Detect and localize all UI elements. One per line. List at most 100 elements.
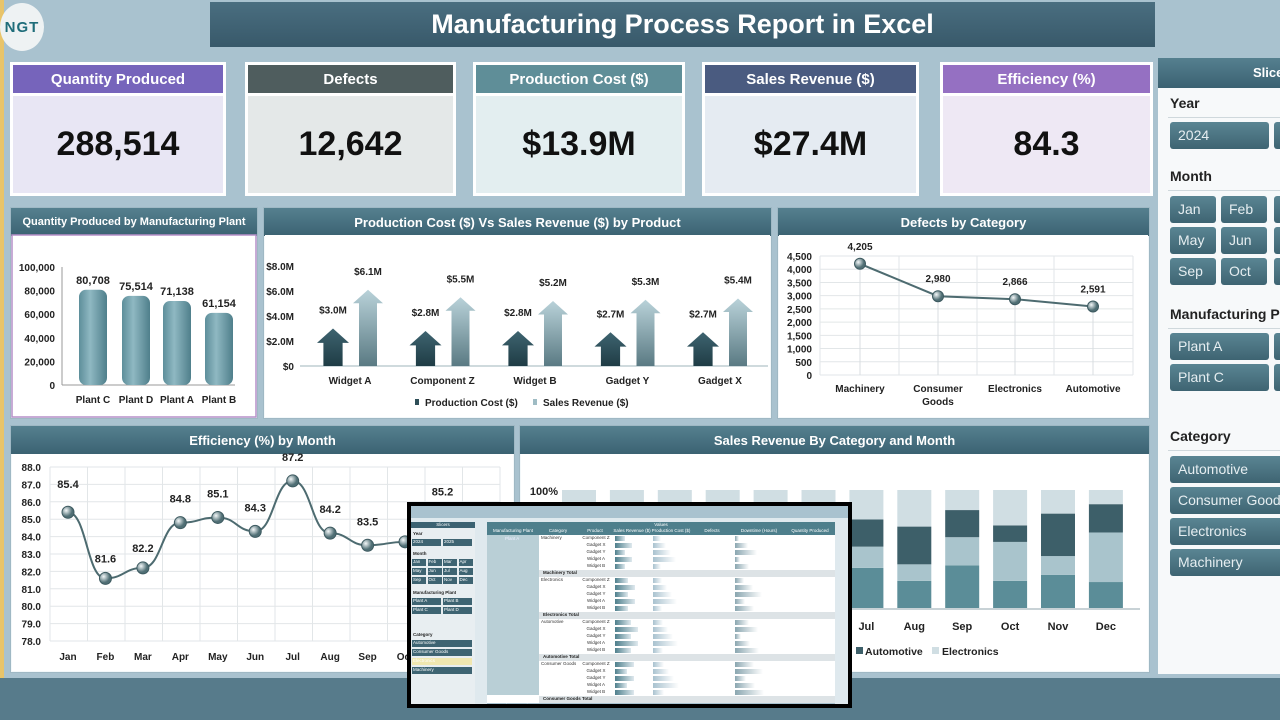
inset-slicer-button[interactable]: Nov [443, 577, 457, 584]
inset-slicer-button[interactable]: May [412, 568, 426, 575]
slicer-section-title: Month [1170, 168, 1212, 184]
data-label: 84.8 [170, 494, 191, 506]
slicer-button-clipped[interactable] [1274, 122, 1280, 149]
data-bar [653, 641, 678, 646]
y-tick-label: 78.0 [22, 637, 42, 648]
legend-swatch [932, 647, 939, 654]
data-bar [735, 599, 745, 604]
chart-title: Defects by Category [778, 208, 1149, 236]
kpi-label: Quantity Produced [13, 65, 223, 93]
divider [1168, 450, 1280, 451]
data-bar [735, 578, 744, 583]
pivot-subtotal-row: Machinery Total [539, 570, 835, 577]
slicer-button-clipped[interactable] [1274, 364, 1280, 391]
cost-arrow [594, 332, 627, 366]
y-tick-label: 86.0 [22, 498, 42, 509]
slicer-button-year[interactable]: 2024 [1170, 122, 1269, 149]
inset-slicer-button[interactable]: Automotive [412, 640, 472, 647]
inset-slicer-button[interactable]: Mar [443, 559, 457, 566]
slicer-button-clipped[interactable] [1274, 227, 1280, 254]
bar [205, 312, 233, 385]
inset-slicer-button[interactable]: Plant A [412, 598, 441, 605]
inset-slicer-button[interactable]: 2025 [443, 539, 472, 546]
data-label: 84.3 [245, 502, 266, 514]
inset-slicer-button[interactable]: 2024 [412, 539, 441, 546]
y-tick-label: 82.0 [22, 567, 42, 578]
pivot-product: Widget B [586, 605, 606, 610]
x-tick-label: Automotive [1066, 384, 1121, 395]
inset-slicer-button[interactable]: Plant C [412, 607, 441, 614]
bar [122, 295, 150, 385]
kpi-label: Sales Revenue ($) [705, 65, 916, 93]
pivot-product: Widget B [586, 689, 606, 694]
pivot-product: Gadget X [586, 584, 606, 589]
data-label: $5.5M [447, 274, 475, 285]
inset-slicer-title: Category [413, 632, 433, 637]
data-bar [615, 578, 628, 583]
data-label: $2.7M [689, 309, 717, 320]
inset-slicer-button[interactable]: Electronics [412, 658, 472, 665]
x-tick-label: Consumer [913, 384, 963, 395]
data-bar [735, 641, 750, 646]
data-bar [735, 690, 764, 695]
slicer-button-plant[interactable]: Plant C [1170, 364, 1269, 391]
y-tick-label: 3,500 [787, 278, 812, 289]
slicer-button-category[interactable]: Machinery [1170, 549, 1280, 576]
data-label: 4,205 [847, 242, 872, 253]
slicer-button-month[interactable]: Jun [1221, 227, 1267, 254]
slicer-button-plant[interactable]: Plant A [1170, 333, 1269, 360]
plot-area [779, 235, 1148, 417]
inset-slicer-button[interactable]: Machinery [412, 667, 472, 674]
slicer-button-category[interactable]: Automotive [1170, 456, 1280, 483]
inset-slicer-button[interactable]: Jan [412, 559, 426, 566]
data-bar [653, 564, 661, 569]
kpi-card: Production Cost ($) $13.9M [473, 62, 685, 196]
slicer-button-month[interactable]: Jan [1170, 196, 1216, 223]
slicer-button-category[interactable]: Electronics [1170, 518, 1280, 545]
inset-slicer-button[interactable]: Jun [427, 568, 442, 575]
cost-arrow [687, 332, 719, 366]
slicer-button-clipped[interactable] [1274, 258, 1280, 285]
slicer-button-clipped[interactable] [1274, 196, 1280, 223]
data-label: 85.1 [207, 488, 228, 500]
data-point [1087, 300, 1099, 313]
slicer-button-month[interactable]: Feb [1221, 196, 1267, 223]
slicer-button-month[interactable]: May [1170, 227, 1216, 254]
pivot-category: Machinery [541, 535, 562, 540]
stacked-segment [993, 490, 1028, 526]
slicer-button-month[interactable]: Oct [1221, 258, 1267, 285]
pivot-plant-total-row: Plant A Total [487, 703, 835, 704]
data-bar [735, 585, 753, 590]
inset-slicer-button[interactable]: Plant B [443, 598, 472, 605]
x-tick-label: Aug [904, 621, 925, 633]
inset-slicer-button[interactable]: Jul [443, 568, 457, 575]
kpi-label: Efficiency (%) [943, 65, 1150, 93]
inset-slicer-button[interactable]: Oct [427, 577, 442, 584]
page-title: Manufacturing Process Report in Excel [210, 2, 1155, 47]
inset-slicer-button[interactable]: Apr [458, 559, 473, 566]
inset-slicer-button[interactable]: Feb [427, 559, 442, 566]
x-tick-label: Mar [134, 652, 152, 663]
inset-slicer-button[interactable]: Consumer Goods [412, 649, 472, 656]
inset-slicer-button[interactable]: Aug [458, 568, 473, 575]
inset-slicer-button[interactable]: Sep [412, 577, 426, 584]
stacked-segment [993, 525, 1028, 542]
inset-slicer-button[interactable]: Dec [458, 577, 473, 584]
slicer-button-category[interactable]: Consumer Goods [1170, 487, 1280, 514]
kpi-value: 288,514 [13, 96, 223, 193]
slicer-button-month[interactable]: Sep [1170, 258, 1216, 285]
data-label: $5.2M [539, 278, 567, 289]
y-tick-label: 2,500 [787, 305, 812, 316]
slicer-button-clipped[interactable] [1274, 333, 1280, 360]
inset-slicer-button[interactable]: Plant D [443, 607, 472, 614]
pivot-subtotal-row: Automotive Total [539, 654, 835, 661]
data-bar [615, 641, 638, 646]
pivot-product: Gadget Y [586, 675, 606, 680]
x-tick-label: Sep [358, 652, 376, 663]
data-bar [615, 627, 638, 632]
pivot-table-screenshot: Slicers Year 2024 2025 Month Jan Feb Mar Apr May J… [407, 502, 852, 708]
revenue-arrow [630, 299, 661, 366]
legend-swatch [533, 399, 537, 405]
data-label: 2,980 [925, 274, 950, 285]
divider [1168, 117, 1280, 118]
